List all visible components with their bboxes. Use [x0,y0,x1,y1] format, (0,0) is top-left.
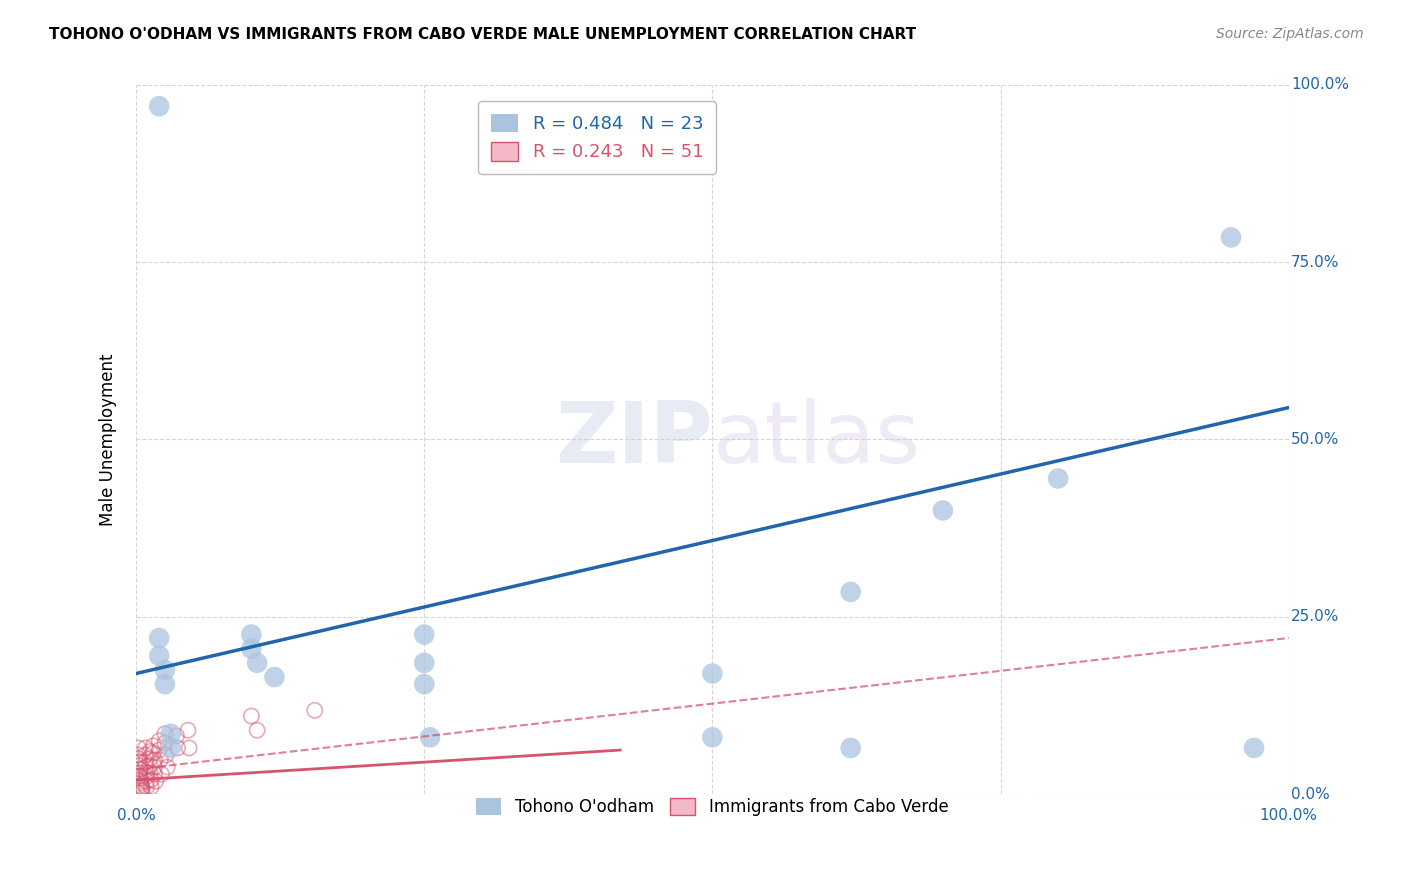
Point [129,772,152,786]
Text: 100.0%: 100.0% [1260,808,1317,823]
Point [139,772,162,787]
Point [159,741,181,756]
Point [839,585,862,599]
Text: 50.0%: 50.0% [1291,432,1340,447]
Point [129,776,152,790]
Point [263,670,285,684]
Text: ZIP: ZIP [554,398,713,481]
Point [131,780,153,794]
Point [128,758,150,772]
Point [135,780,157,794]
Point [134,747,156,762]
Point [142,739,165,753]
Legend: Tohono O'odham, Immigrants from Cabo Verde: Tohono O'odham, Immigrants from Cabo Ver… [468,790,957,825]
Point [246,656,269,670]
Point [932,503,955,517]
Point [148,734,170,748]
Point [159,727,181,741]
Point [839,741,862,756]
Point [156,760,179,774]
Point [134,760,156,774]
Point [702,731,724,745]
Point [246,723,269,738]
Point [1243,741,1265,756]
Point [127,747,149,762]
Point [413,656,436,670]
Point [134,741,156,756]
Point [139,758,162,772]
Point [135,774,157,789]
Point [153,727,176,741]
Text: Source: ZipAtlas.com: Source: ZipAtlas.com [1216,27,1364,41]
Point [413,627,436,641]
Point [135,769,157,783]
Point [240,709,263,723]
Text: atlas: atlas [713,398,921,481]
Text: 75.0%: 75.0% [1291,255,1340,269]
Text: TOHONO O'ODHAM VS IMMIGRANTS FROM CABO VERDE MALE UNEMPLOYMENT CORRELATION CHART: TOHONO O'ODHAM VS IMMIGRANTS FROM CABO V… [49,27,917,42]
Point [145,774,167,789]
Point [128,769,150,783]
Point [153,677,176,691]
Text: 25.0%: 25.0% [1291,609,1340,624]
Point [143,767,166,781]
Point [413,677,436,691]
Point [240,627,263,641]
Point [177,723,200,738]
Point [142,746,165,760]
Point [179,741,201,756]
Point [304,703,326,717]
Point [131,781,153,796]
Point [129,774,152,789]
Point [135,765,157,780]
Point [1220,230,1243,244]
Point [129,779,152,793]
Point [149,753,172,767]
Point [153,736,176,750]
Point [139,765,162,780]
Point [150,767,173,781]
Point [128,762,150,776]
Point [148,631,170,645]
Point [165,729,187,743]
Point [153,663,176,677]
Point [131,786,153,800]
Point [1047,471,1070,485]
Point [166,741,188,756]
Text: 0.0%: 0.0% [117,808,156,823]
Point [148,648,170,663]
Point [148,99,170,113]
Text: 100.0%: 100.0% [1291,78,1348,93]
Point [139,744,162,758]
Point [419,731,441,745]
Point [155,747,177,762]
Point [148,743,170,757]
Point [139,751,162,765]
Point [139,780,162,794]
Text: 0.0%: 0.0% [1291,787,1330,802]
Y-axis label: Male Unemployment: Male Unemployment [100,353,117,525]
Point [240,641,263,656]
Point [128,765,150,780]
Point [143,760,166,774]
Point [131,783,153,797]
Point [143,753,166,767]
Point [127,741,149,756]
Point [127,755,149,769]
Point [127,751,149,765]
Point [702,666,724,681]
Point [134,755,156,769]
